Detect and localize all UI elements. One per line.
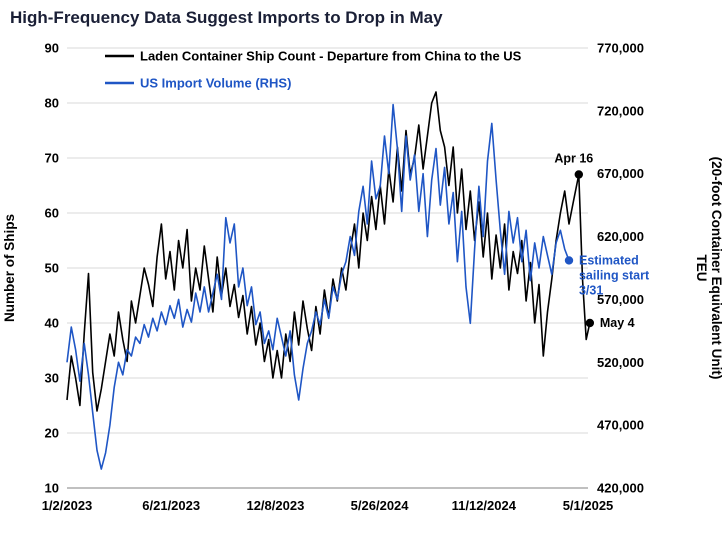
annotation-label-1: May 4 — [600, 316, 635, 330]
x-tick-label: 1/2/2023 — [42, 498, 93, 513]
series-line-ships — [66, 91, 591, 412]
y-right-tick-label: 720,000 — [597, 103, 644, 118]
series-line-imports — [66, 103, 570, 470]
annotation-dot-0 — [574, 170, 584, 179]
y-right-tick-label: 670,000 — [597, 166, 644, 181]
annotation-label-0: Apr 16 — [554, 152, 593, 166]
y-left-tick-label: 50 — [45, 261, 59, 276]
annotation-label-2: 3/31 — [579, 283, 603, 297]
y-left-tick-label: 20 — [45, 426, 59, 441]
y-left-tick-label: 90 — [45, 41, 59, 56]
y-left-tick-label: 80 — [45, 96, 59, 111]
y-right-tick-label: 770,000 — [597, 41, 644, 56]
y-right-tick-label: 420,000 — [597, 481, 644, 496]
y-left-tick-label: 10 — [45, 481, 59, 496]
x-tick-label: 5/26/2024 — [351, 498, 410, 513]
y-right-tick-label: 470,000 — [597, 418, 644, 433]
x-tick-label: 6/21/2023 — [142, 498, 200, 513]
y-right-axis-title-line1: TEU — [694, 255, 709, 282]
y-right-tick-label: 620,000 — [597, 229, 644, 244]
legend-label-imports: US Import Volume (RHS) — [140, 76, 291, 91]
line-chart: 10 20 30 40 50 60 70 80 90 420,000 470,000 520,000 5… — [2, 41, 722, 514]
y-left-tick-label: 30 — [45, 371, 59, 386]
x-tick-label: 11/12/2024 — [452, 498, 517, 513]
y-left-tick-label: 40 — [45, 316, 59, 331]
page: High-Frequency Data Suggest Imports to D… — [0, 8, 722, 553]
annotation-dot-2 — [564, 256, 574, 265]
chart-title: High-Frequency Data Suggest Imports to D… — [10, 8, 443, 27]
y-left-tick-label: 70 — [45, 151, 59, 166]
annotation-dot-1 — [585, 318, 595, 328]
y-right-tick-label: 570,000 — [597, 292, 644, 307]
annotation-label-2: Estimated — [579, 253, 639, 267]
annotation-label-2: sailing start — [579, 268, 650, 282]
x-tick-label: 12/8/2023 — [246, 498, 304, 513]
legend-label-ships: Laden Container Ship Count - Departure f… — [140, 49, 522, 64]
y-left-axis-title: Number of Ships — [2, 214, 17, 322]
x-tick-label: 5/1/2025 — [563, 498, 614, 513]
y-right-tick-label: 520,000 — [597, 355, 644, 370]
y-right-axis-title-line2: (20-foot Container Equivalent Unit) — [709, 157, 722, 380]
y-left-tick-label: 60 — [45, 206, 59, 221]
